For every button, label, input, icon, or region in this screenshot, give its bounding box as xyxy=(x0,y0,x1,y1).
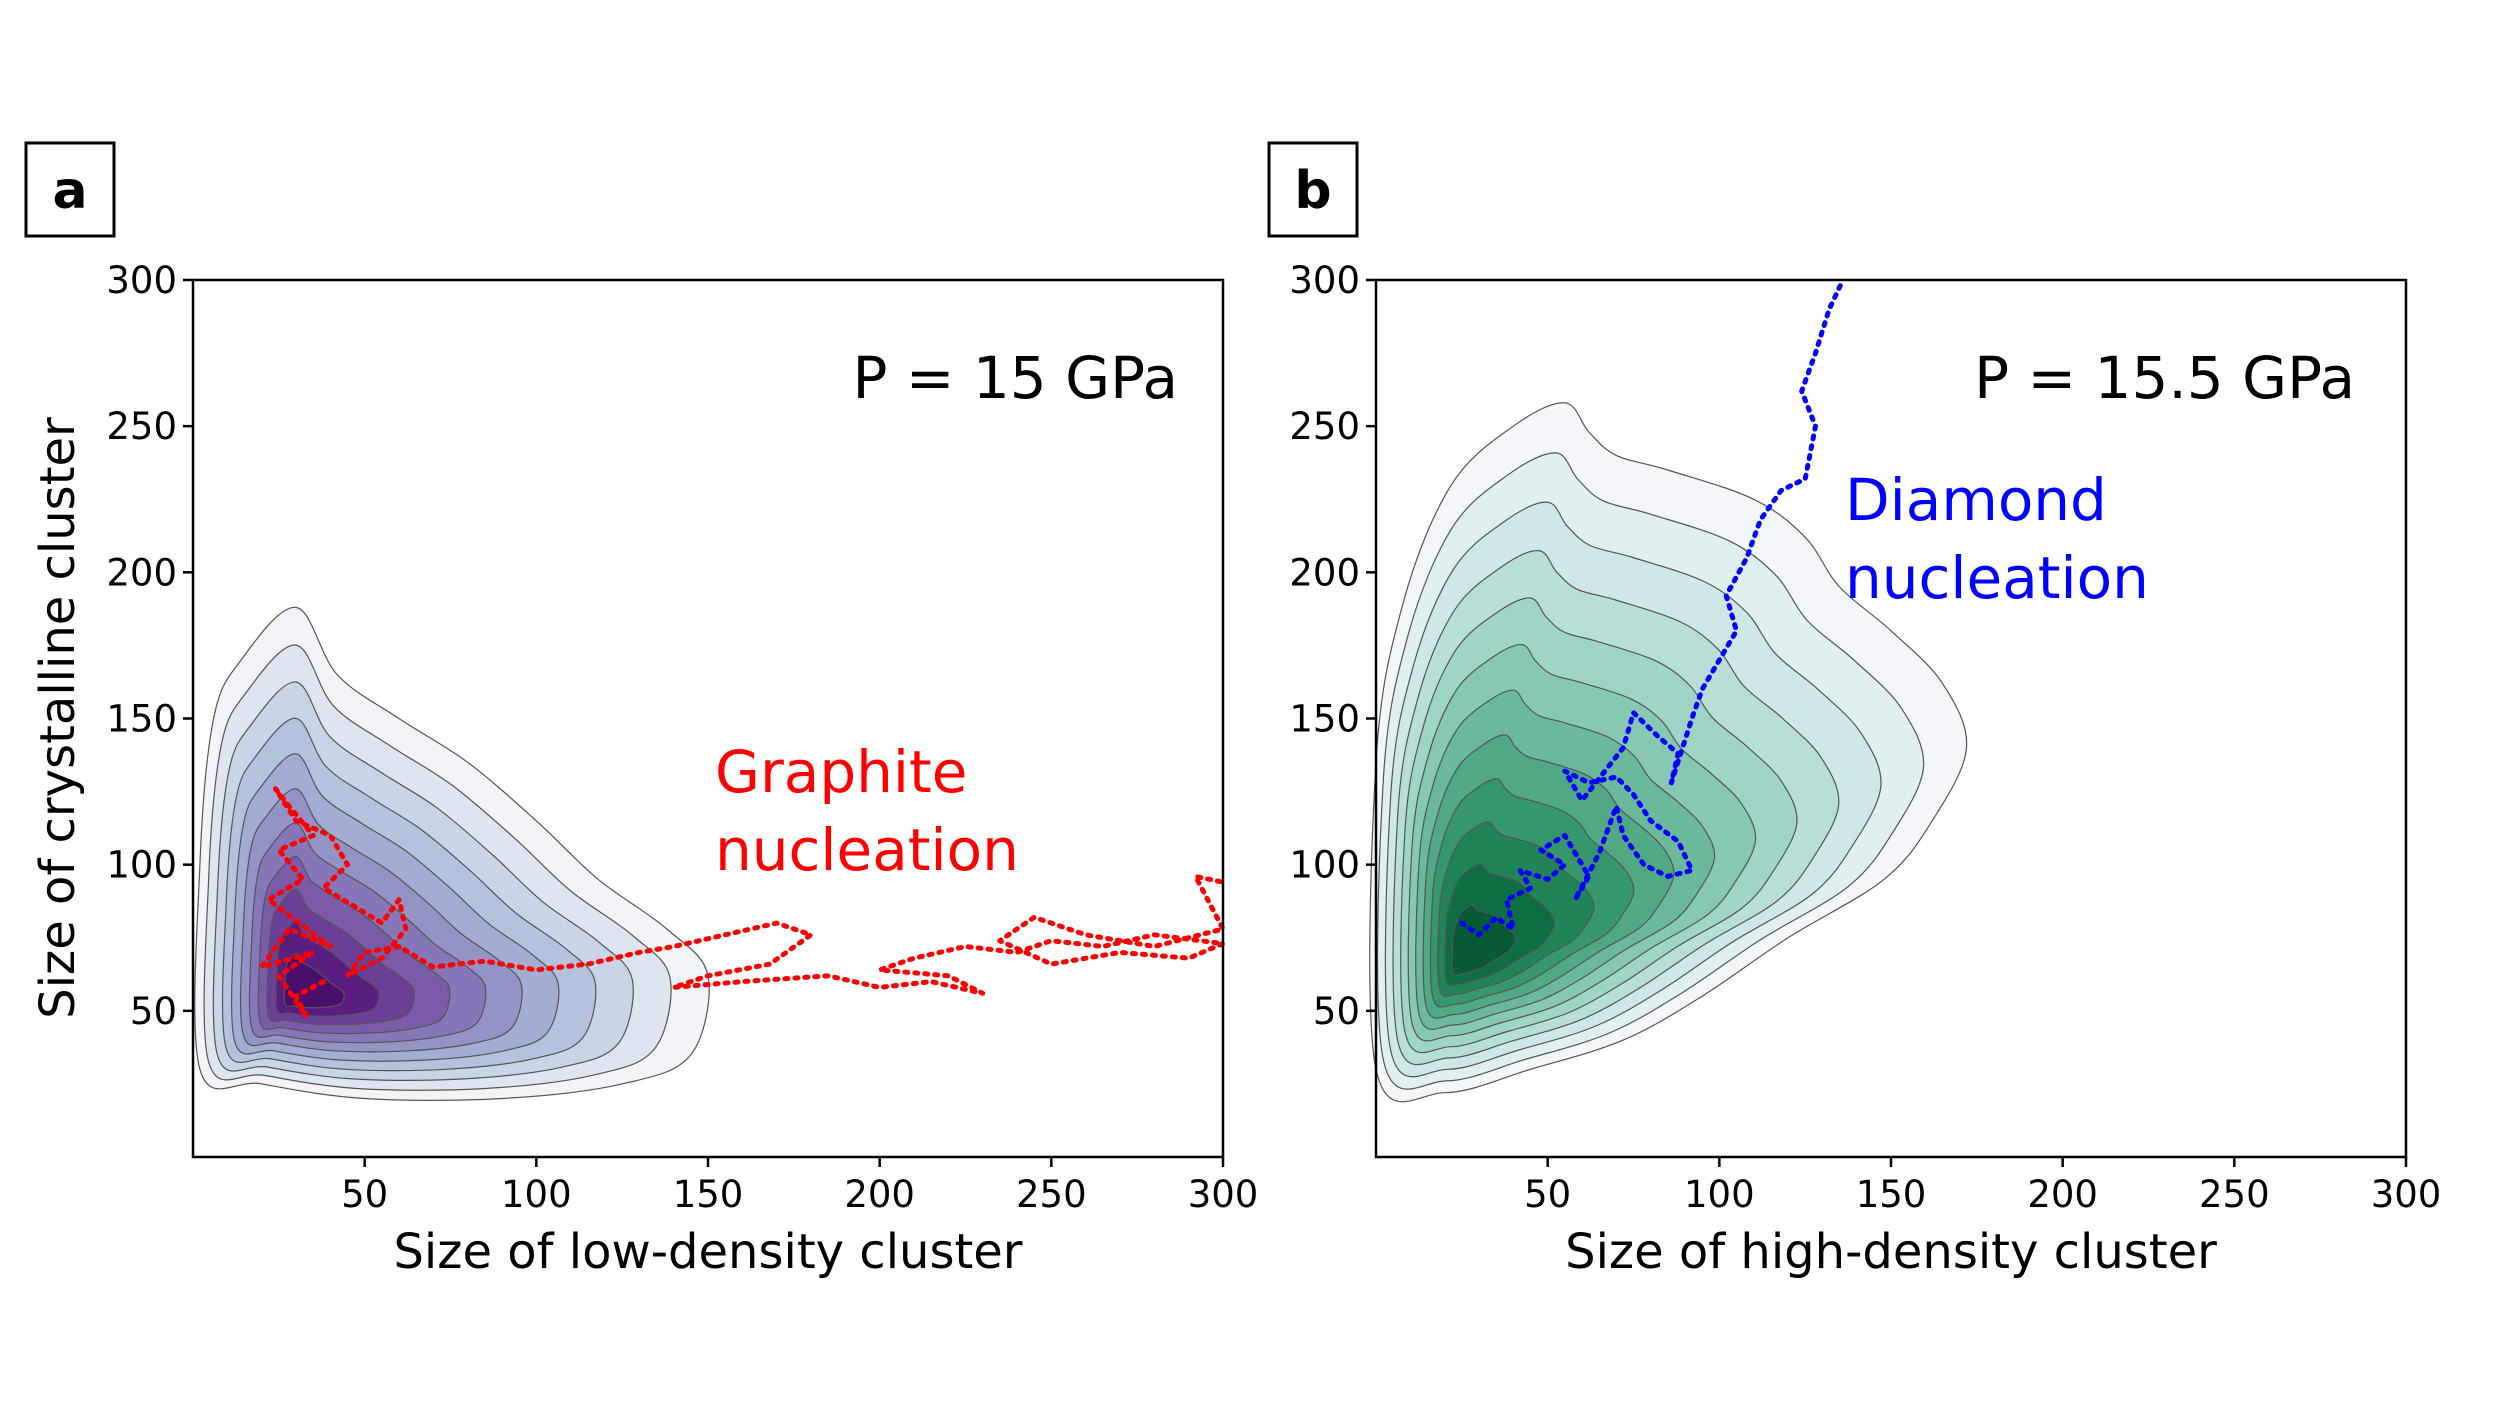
x-tick-label: 50 xyxy=(1524,1173,1571,1216)
y-tick-label: 200 xyxy=(1289,551,1360,594)
y-axis-title: Size of crystalline cluster xyxy=(30,417,86,1019)
y-tick-label: 150 xyxy=(106,698,177,741)
x-tick-label: 150 xyxy=(1856,1173,1927,1216)
y-axis-a: 50 100 150 200 250 300 xyxy=(106,259,193,1033)
panel-b: b 50 100 150 200 250 300 50 100 150 200 250 300 P … xyxy=(1267,141,2441,1280)
x-axis-b: 50 100 150 200 250 300 xyxy=(1524,1157,2441,1216)
y-tick-label: 250 xyxy=(106,405,177,448)
y-tick-label: 100 xyxy=(1289,844,1360,887)
x-tick-label: 250 xyxy=(1016,1173,1087,1216)
trajectory-label-b-line2: nucleation xyxy=(1845,544,2149,612)
panel-label-box-a xyxy=(24,141,116,238)
pressure-label-a: P = 15 GPa xyxy=(852,344,1178,412)
x-tick-label: 100 xyxy=(501,1173,572,1216)
graphite-trajectory xyxy=(259,786,1226,1020)
panel-label-b: b xyxy=(1294,161,1331,221)
x-tick-label: 300 xyxy=(1188,1173,1259,1216)
y-tick-label: 100 xyxy=(106,844,177,887)
x-tick-label: 150 xyxy=(673,1173,744,1216)
y-tick-label: 50 xyxy=(130,990,177,1033)
x-tick-label: 200 xyxy=(844,1173,915,1216)
y-tick-label: 150 xyxy=(1289,698,1360,741)
trajectory-label-a-line1: Graphite xyxy=(715,738,967,806)
x-tick-label: 200 xyxy=(2027,1173,2098,1216)
trajectory-label-b-line1: Diamond xyxy=(1845,466,2107,534)
y-tick-label: 300 xyxy=(106,259,177,302)
y-tick-label: 300 xyxy=(1289,259,1360,302)
x-tick-label: 50 xyxy=(341,1173,388,1216)
density-contours-a xyxy=(194,606,710,1101)
diamond-trajectory xyxy=(1459,277,1846,938)
panel-label-box-b xyxy=(1267,141,1359,238)
trajectory-label-a: Graphite nucleation xyxy=(715,738,1019,884)
x-tick-label: 300 xyxy=(2371,1173,2442,1216)
pressure-label-b: P = 15.5 GPa xyxy=(1974,344,2355,412)
panel-a: a 50 100 150 200 250 300 50 100 150 200 250 300 P … xyxy=(24,141,1258,1280)
y-axis-b: 50 100 150 200 250 300 xyxy=(1289,259,1376,1033)
y-tick-label: 50 xyxy=(1313,990,1360,1033)
y-tick-label: 200 xyxy=(106,551,177,594)
x-tick-label: 100 xyxy=(1684,1173,1755,1216)
x-axis-title-a: Size of low-density cluster xyxy=(393,1224,1022,1280)
x-axis-a: 50 100 150 200 250 300 xyxy=(341,1157,1258,1216)
density-contours-b xyxy=(1369,402,1968,1103)
trajectory-label-b: Diamond nucleation xyxy=(1845,466,2149,612)
panel-label-a: a xyxy=(52,161,87,221)
y-tick-label: 250 xyxy=(1289,405,1360,448)
x-tick-label: 250 xyxy=(2199,1173,2270,1216)
x-axis-title-b: Size of high-density cluster xyxy=(1565,1224,2217,1280)
trajectory-label-a-line2: nucleation xyxy=(715,816,1019,884)
